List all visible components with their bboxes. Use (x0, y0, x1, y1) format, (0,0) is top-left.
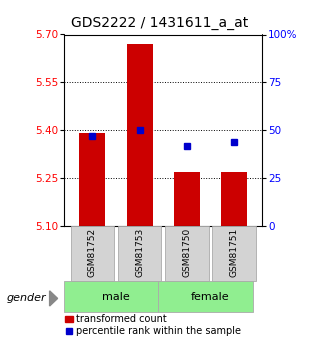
Text: male: male (102, 292, 130, 302)
Bar (118, 226, 161, 281)
Text: GSM81752: GSM81752 (88, 228, 97, 277)
Bar (221, 172, 247, 226)
Legend: transformed count, percentile rank within the sample: transformed count, percentile rank withi… (61, 310, 245, 340)
Text: gender: gender (6, 294, 46, 303)
Polygon shape (50, 291, 58, 306)
Text: GSM81750: GSM81750 (182, 228, 191, 277)
Bar (79, 134, 105, 226)
Bar (174, 172, 200, 226)
Bar (165, 226, 209, 281)
Text: female: female (191, 292, 230, 302)
Text: GSM81753: GSM81753 (135, 228, 144, 277)
Bar (64, 281, 158, 312)
Bar (212, 226, 256, 281)
Text: GDS2222 / 1431611_a_at: GDS2222 / 1431611_a_at (71, 16, 249, 30)
Text: GSM81751: GSM81751 (229, 228, 238, 277)
Bar (158, 281, 253, 312)
Bar (71, 226, 114, 281)
Bar (127, 44, 153, 226)
